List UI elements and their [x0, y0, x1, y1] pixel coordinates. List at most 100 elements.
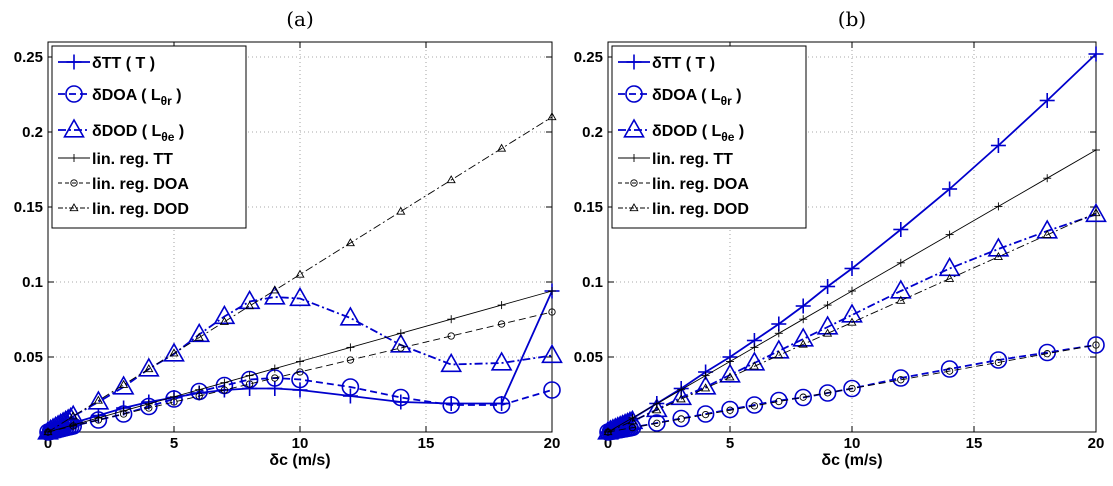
- legend: δTT ( T ) δDOA ( Lθr ) δDOD ( Lθe ) lin. re…: [611, 45, 807, 229]
- data-point: [721, 400, 739, 419]
- series-line: [47, 311, 553, 433]
- data-point: [213, 304, 236, 325]
- data-point: [346, 356, 355, 364]
- data-point: [119, 379, 129, 388]
- data-point: [114, 405, 133, 423]
- data-point: [795, 298, 811, 314]
- data-point: [447, 332, 455, 340]
- data-point: [396, 329, 405, 338]
- data-point: [774, 329, 783, 338]
- data-point: [743, 351, 766, 371]
- data-point: [818, 384, 837, 402]
- x-axis-label: δc (m/s): [821, 452, 882, 469]
- data-point: [627, 416, 637, 425]
- data-point: [396, 206, 406, 215]
- data-point: [1088, 46, 1104, 62]
- data-point: [446, 175, 456, 184]
- data-point: [749, 361, 759, 370]
- y-tick-label: 0.05: [574, 349, 603, 366]
- data-point: [345, 238, 355, 247]
- data-point: [245, 301, 255, 310]
- data-point: [220, 386, 229, 394]
- data-point: [391, 388, 410, 407]
- data-point: [292, 382, 308, 398]
- y-tick-label: 0.1: [22, 274, 43, 291]
- data-point: [847, 317, 857, 326]
- data-point: [794, 388, 813, 407]
- data-point: [270, 285, 280, 294]
- data-point: [341, 378, 360, 396]
- legend-item: lin. reg. DOA: [618, 176, 749, 193]
- data-point: [677, 415, 685, 423]
- legend-marker: [63, 118, 85, 138]
- data-point: [621, 409, 644, 430]
- data-point: [497, 143, 507, 152]
- data-point: [393, 394, 409, 410]
- data-point: [799, 315, 808, 324]
- data-point: [163, 342, 185, 362]
- legend-item: δDOD ( Lθe ): [618, 118, 744, 144]
- data-point: [242, 381, 258, 396]
- legend-item: δTT ( T ): [618, 54, 715, 72]
- data-point: [645, 397, 668, 418]
- legend-label: lin. reg. TT: [652, 151, 733, 168]
- data-point: [1043, 350, 1051, 358]
- x-tick-label: 10: [844, 435, 861, 452]
- data-point: [169, 348, 179, 357]
- data-point: [497, 301, 506, 310]
- legend-marker: [70, 179, 78, 187]
- y-tick-label: 0.15: [14, 199, 43, 216]
- data-point: [672, 409, 691, 428]
- data-point: [342, 388, 358, 404]
- data-point: [940, 360, 959, 378]
- data-point: [54, 409, 77, 430]
- data-point: [701, 383, 711, 392]
- legend-marker: [65, 85, 83, 103]
- x-tick-label: 15: [418, 435, 435, 452]
- x-axis-label: δc (m/s): [269, 452, 330, 469]
- legend-item: lin. reg. DOD: [618, 201, 749, 218]
- legend-label: δDOA ( Lθr ): [92, 87, 182, 108]
- data-point: [628, 423, 637, 432]
- data-point: [799, 393, 807, 401]
- legend-label: lin. reg. DOD: [92, 201, 189, 218]
- data-point: [548, 308, 556, 316]
- data-point: [844, 261, 860, 276]
- legend-label: δDOD ( Lθe ): [652, 123, 744, 144]
- data-point: [170, 398, 178, 406]
- data-point: [93, 395, 103, 404]
- legend-marker: [629, 203, 639, 212]
- data-point: [696, 405, 715, 423]
- data-point: [820, 279, 836, 294]
- data-point: [296, 357, 304, 366]
- data-point: [1039, 93, 1055, 108]
- series-6: [43, 112, 557, 436]
- data-point: [750, 343, 759, 352]
- x-tick-label: 5: [726, 435, 734, 452]
- data-point: [942, 181, 958, 197]
- data-point: [771, 316, 787, 332]
- series-line: [47, 290, 553, 433]
- data-point: [792, 327, 815, 347]
- chart-panel-b: (b) 0 5 10 15 20 0.05 0.1 0.15 0.2 0.25 δc (m/s) δTT…: [574, 7, 1107, 469]
- data-point: [677, 385, 686, 394]
- data-point: [219, 316, 229, 325]
- data-point: [843, 379, 861, 398]
- y-tick-label: 0.05: [14, 349, 43, 366]
- data-point: [896, 258, 905, 267]
- data-point: [726, 406, 734, 414]
- data-point: [616, 411, 639, 432]
- legend-item: δTT ( T ): [58, 54, 155, 72]
- data-point: [889, 279, 912, 299]
- legend-marker: [69, 203, 79, 212]
- y-tick-label: 0.25: [574, 49, 603, 66]
- data-point: [676, 394, 686, 403]
- data-point: [775, 397, 783, 406]
- series-6: [603, 208, 1101, 436]
- x-tick-label: 15: [966, 435, 983, 452]
- y-tick-label: 0.2: [582, 124, 603, 141]
- data-point: [719, 363, 741, 383]
- data-point: [614, 413, 636, 433]
- data-point: [774, 350, 784, 359]
